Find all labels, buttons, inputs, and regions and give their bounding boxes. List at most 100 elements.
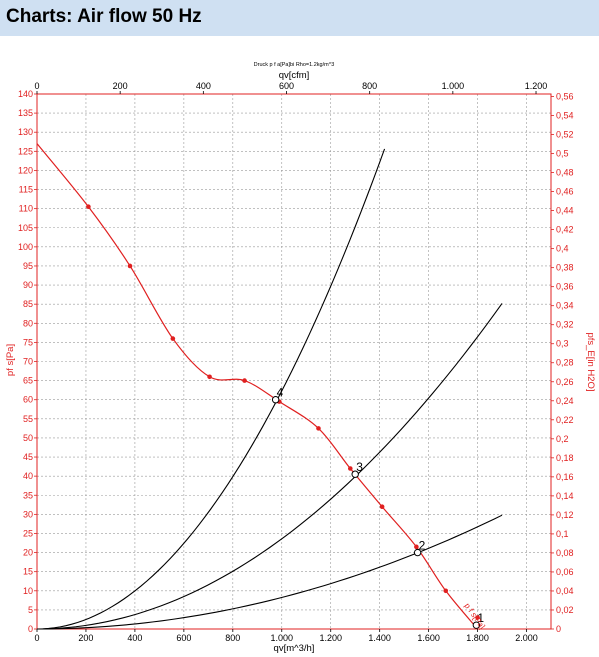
y-right-tick-label: 0,54	[556, 111, 574, 121]
y-tick-label: 55	[23, 414, 33, 424]
y-right-tick-label: 0,18	[556, 453, 574, 463]
y-tick-label: 65	[23, 376, 33, 386]
x-tick-label: 2.000	[515, 633, 538, 643]
y-tick-label: 140	[18, 89, 33, 99]
y-right-tick-label: 0,1	[556, 529, 569, 539]
system-curve-line	[36, 514, 503, 630]
y-tick-label: 75	[23, 337, 33, 347]
x-tick-label: 1.000	[270, 633, 293, 643]
y-tick-label: 130	[18, 127, 33, 137]
y-right-tick-label: 0,08	[556, 548, 574, 558]
grid-lines	[37, 94, 551, 629]
y-tick-label: 115	[19, 185, 33, 195]
fan-curve-point	[207, 374, 212, 380]
y-tick-label: 85	[23, 299, 33, 309]
y-right-tick-label: 0	[556, 624, 561, 634]
operating-point-marker	[413, 548, 422, 557]
operating-point-label: 1	[477, 611, 484, 625]
x-top-tick-label: 800	[362, 81, 377, 91]
y-tick-label: 100	[18, 242, 33, 252]
y-right-tick-label: 0,06	[556, 567, 574, 577]
y-tick-label: 30	[23, 509, 33, 519]
x-top-tick-label: 400	[196, 81, 211, 91]
x-tick-label: 800	[225, 633, 240, 643]
x-tick-label: 1.800	[466, 633, 489, 643]
fan-curve-point	[475, 615, 480, 620]
x-tick-label: 1.200	[319, 633, 342, 643]
fan-curve-point	[86, 204, 91, 210]
y-right-tick-label: 0,3	[556, 339, 569, 349]
fan-curve-point	[347, 466, 353, 471]
y-tick-label: 40	[23, 471, 33, 481]
operating-point-label: 3	[356, 460, 363, 474]
header-bar: Charts: Air flow 50 Hz	[0, 0, 599, 36]
operating-point-label: 2	[419, 539, 426, 553]
x-tick-label: 1.400	[368, 633, 391, 643]
fan-curve-point	[170, 336, 176, 341]
y-right-tick-label: 0,26	[556, 377, 574, 387]
x-top-tick-label: 1.200	[525, 81, 548, 91]
x-top-tick-label: 0	[34, 81, 39, 91]
y-tick-label: 70	[23, 357, 33, 367]
y-tick-label: 25	[23, 528, 33, 538]
y-tick-label: 95	[23, 261, 33, 271]
axis-ticks: 0510152025303540455055606570758085909510…	[18, 81, 574, 643]
y-right-tick-label: 0,12	[556, 510, 574, 520]
operating-point-label: 4	[277, 386, 284, 400]
y-tick-label: 110	[19, 204, 33, 214]
y-tick-label: 60	[23, 395, 33, 405]
y-right-tick-label: 0,36	[556, 282, 574, 292]
x-top-tick-label: 1.000	[442, 81, 465, 91]
y-right-tick-label: 0,4	[556, 244, 569, 254]
fan-curve-point	[443, 588, 449, 594]
fan-curve-point	[127, 263, 133, 269]
y-right-tick-label: 0,28	[556, 358, 574, 368]
y-tick-label: 50	[23, 433, 33, 443]
page-title: Charts: Air flow 50 Hz	[6, 6, 202, 27]
y-tick-label: 135	[18, 108, 33, 118]
operating-point-marker	[351, 470, 359, 478]
y-right-tick-label: 0,42	[556, 225, 574, 235]
y-right-tick-label: 0,22	[556, 415, 574, 425]
x-axis-top-label: qv[cfm]	[279, 70, 310, 81]
x-axis-label: qv[m^3/h]	[274, 643, 315, 654]
x-tick-label: 600	[176, 633, 191, 643]
y-tick-label: 0	[28, 624, 33, 634]
y-axis-right-label: pfs_E[in H2O]	[585, 332, 596, 391]
operating-point-marker	[472, 621, 481, 629]
y-tick-label: 10	[23, 586, 33, 596]
y-right-tick-label: 0,16	[556, 472, 574, 482]
system-curve-line	[36, 303, 503, 630]
y-right-tick-label: 0,56	[556, 91, 574, 101]
x-tick-label: 200	[78, 633, 93, 643]
y-right-tick-label: 0,46	[556, 187, 574, 197]
y-right-tick-label: 0,02	[556, 605, 574, 615]
y-right-tick-label: 0,24	[556, 396, 574, 406]
y-right-tick-label: 0,2	[556, 434, 569, 444]
y-right-tick-label: 0,38	[556, 263, 574, 273]
fan-curve-point	[414, 544, 419, 550]
y-tick-label: 15	[23, 567, 33, 577]
y-right-tick-label: 0,5	[556, 149, 569, 159]
y-right-tick-label: 0,52	[556, 130, 574, 140]
y-tick-label: 125	[18, 146, 33, 156]
axis-labels: Druck p f a[Pa]bi Rho=1.2kg/m^3 qv[cfm] …	[5, 62, 596, 654]
y-right-tick-label: 0,44	[556, 206, 574, 216]
y-axis-label: pf s[Pa]	[5, 344, 16, 376]
y-tick-label: 90	[23, 280, 33, 290]
y-tick-label: 45	[23, 452, 33, 462]
chart-caption: Druck p f a[Pa]bi Rho=1.2kg/m^3	[254, 62, 335, 68]
y-right-tick-label: 0,34	[556, 301, 574, 311]
y-right-tick-label: 0,32	[556, 320, 574, 330]
x-tick-label: 0	[34, 633, 39, 643]
y-tick-label: 5	[28, 605, 33, 615]
fan-curve-point	[316, 426, 321, 431]
system-curve-line	[36, 148, 386, 630]
y-right-tick-label: 0,48	[556, 168, 574, 178]
x-tick-label: 1.600	[417, 633, 440, 643]
fan-curve-point	[379, 504, 385, 510]
y-tick-label: 20	[23, 548, 33, 558]
y-tick-label: 105	[18, 223, 33, 233]
